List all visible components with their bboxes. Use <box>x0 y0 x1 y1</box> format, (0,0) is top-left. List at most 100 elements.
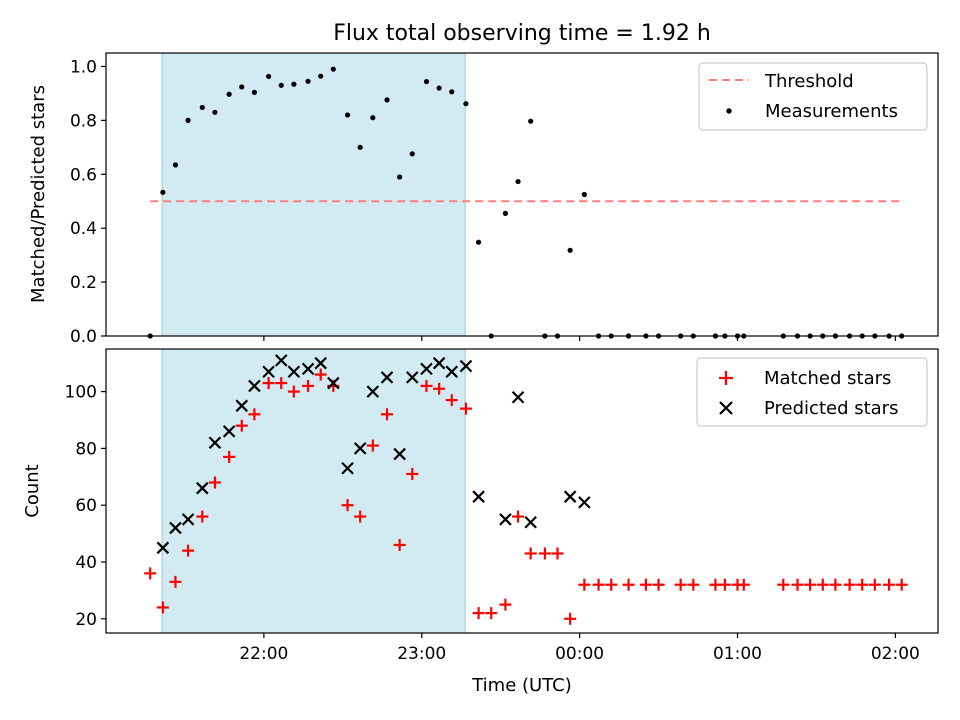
matched-star-point <box>196 510 209 523</box>
predicted-star-point <box>235 399 249 413</box>
matched-star-point <box>652 578 665 591</box>
y-tick-label: 0.8 <box>70 111 97 131</box>
top-y-axis-label: Matched/Predicted stars <box>28 85 49 303</box>
matched-star-point <box>883 578 896 591</box>
y-tick-label: 0.4 <box>70 219 97 239</box>
predicted-star-point <box>274 354 288 367</box>
matched-star-point <box>433 382 446 395</box>
matched-star-point <box>445 394 458 407</box>
matched-star-point <box>499 598 512 611</box>
top-axes-frame <box>105 52 939 337</box>
matched-star-point <box>354 510 367 523</box>
predicted-star-point <box>420 362 433 376</box>
y-tick-label: 0.6 <box>70 165 97 185</box>
predicted-star-point <box>248 379 261 393</box>
matched-star-point <box>485 607 498 620</box>
predicted-star-point <box>432 356 446 370</box>
legend-threshold-label: Threshold <box>764 71 854 92</box>
matched-star-point <box>393 538 406 551</box>
matched-star-point <box>420 379 433 392</box>
matched-star-point <box>605 578 618 591</box>
bottom-axes-frame <box>105 348 939 634</box>
measurement-point <box>266 73 272 80</box>
x-tick-label: 22:00 <box>239 644 288 664</box>
measurement-point <box>475 239 482 245</box>
predicted-star-point <box>499 513 512 526</box>
top-legend: Threshold Measurements <box>698 62 928 131</box>
matched-star-point <box>804 578 817 591</box>
measurement-point <box>449 89 455 95</box>
measurement-point <box>567 247 573 253</box>
y-tick-label: 80 <box>75 439 97 459</box>
predicted-star-point <box>314 356 327 370</box>
predicted-star-point <box>393 447 406 461</box>
measurement-point <box>172 162 179 168</box>
measurement-point <box>185 117 191 123</box>
legend-measurements-swatch <box>726 108 732 114</box>
matched-star-point <box>895 578 908 591</box>
legend-predicted-swatch <box>719 401 733 415</box>
predicted-star-point <box>301 362 315 376</box>
matched-star-point <box>472 607 485 620</box>
matched-star-point <box>512 510 525 523</box>
y-tick-label: 100 <box>65 383 97 403</box>
predicted-star-point <box>524 515 537 529</box>
bottom-panel: 20 40 60 80 100 22:00 23:00 00:00 01:00 02:00 Co… <box>22 348 939 664</box>
matched-star-point <box>551 547 564 560</box>
top-x-axis-ticks <box>263 336 896 341</box>
measurement-point <box>409 151 415 157</box>
measurement-point <box>278 82 284 88</box>
x-tick-label: 01:00 <box>713 644 762 664</box>
predicted-star-point <box>169 521 182 535</box>
matched-star-point <box>144 567 157 580</box>
measurement-point <box>370 115 376 121</box>
measurement-point <box>291 81 297 87</box>
matched-star-point <box>674 578 687 591</box>
measurement-point <box>344 112 351 118</box>
matched-star-point <box>381 408 394 421</box>
bottom-legend: Matched stars Predicted stars <box>696 357 928 427</box>
matched-star-point <box>816 578 829 591</box>
bottom-shaded-interval <box>161 349 466 633</box>
predicted-star-point <box>156 541 170 555</box>
measurement-point <box>212 109 218 115</box>
matched-star-point <box>314 368 327 381</box>
x-tick-label: 00:00 <box>555 644 604 664</box>
predicted-star-point <box>472 490 485 503</box>
legend-matched-swatch <box>719 371 733 385</box>
predicted-star-point <box>353 442 367 455</box>
measurement-point <box>199 104 205 111</box>
legend-matched-label: Matched stars <box>764 368 891 389</box>
shaded-observing-window <box>162 53 466 336</box>
x-axis-label: Time (UTC) <box>471 675 572 696</box>
y-tick-label: 60 <box>75 496 97 516</box>
matched-star-point <box>156 601 169 614</box>
predicted-star-point <box>287 365 301 378</box>
bottom-y-axis-label: Count <box>22 464 43 517</box>
y-tick-label: 40 <box>75 553 97 573</box>
measurement-point <box>239 84 245 90</box>
legend-predicted-label: Predicted stars <box>764 398 898 419</box>
predicted-star-point <box>459 359 473 373</box>
matched-star-point <box>235 419 248 432</box>
measurement-point <box>397 174 403 180</box>
legend-measurements-label: Measurements <box>765 101 898 122</box>
measurement-point <box>581 191 587 198</box>
matched-stars-series <box>144 368 908 625</box>
measurement-point <box>160 189 166 195</box>
predicted-star-point <box>181 513 195 526</box>
matched-star-point <box>302 379 315 392</box>
matched-star-point <box>639 578 652 591</box>
predicted-star-point <box>327 376 340 390</box>
predicted-star-point <box>262 365 275 378</box>
top-panel: 0.0 0.2 0.4 0.6 0.8 1.0 Matched/Predicted sta… <box>28 52 939 347</box>
matched-star-point <box>341 499 354 512</box>
predicted-star-point <box>405 371 419 384</box>
matched-star-point <box>687 578 700 591</box>
y-tick-label: 0.0 <box>70 327 97 347</box>
measurement-point <box>436 85 442 91</box>
measurement-point <box>305 78 311 84</box>
x-tick-label: 23:00 <box>397 644 446 664</box>
measurement-point <box>318 73 324 79</box>
predicted-star-point <box>222 425 236 438</box>
